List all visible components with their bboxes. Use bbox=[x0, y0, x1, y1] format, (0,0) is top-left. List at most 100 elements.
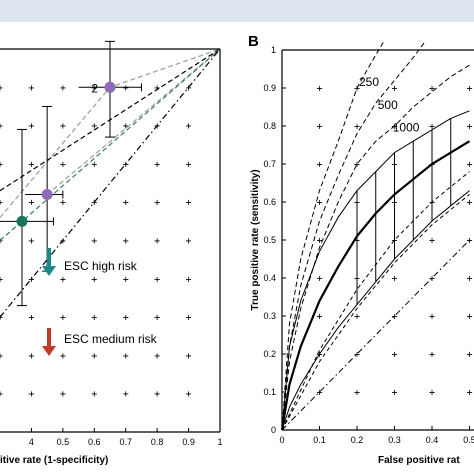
x-tick-label: 0.6 bbox=[88, 437, 101, 447]
grid-plus-marker: + bbox=[0, 159, 3, 170]
grid-plus-marker: + bbox=[154, 83, 160, 94]
y-tick-label: 0.4 bbox=[263, 273, 276, 283]
iso-curve-250 bbox=[281, 42, 384, 431]
grid-plus-marker: + bbox=[60, 313, 66, 324]
grid-plus-marker: + bbox=[186, 313, 192, 324]
y-tick-label: 0.9 bbox=[263, 83, 276, 93]
grid-plus-marker: + bbox=[466, 122, 472, 133]
grid-plus-marker: + bbox=[28, 121, 34, 132]
legend-arrow-head bbox=[42, 346, 56, 356]
grid-plus-marker: + bbox=[186, 351, 192, 362]
data-point-1 bbox=[104, 81, 116, 93]
x-tick-label: 0.7 bbox=[119, 437, 132, 447]
grid-plus-marker: + bbox=[60, 159, 66, 170]
grid-plus-marker: + bbox=[429, 122, 435, 133]
grid-plus-marker: + bbox=[60, 274, 66, 285]
grid-plus-marker: + bbox=[154, 274, 160, 285]
x-tick-label: 0 bbox=[279, 435, 284, 445]
grid-plus-marker: + bbox=[28, 274, 34, 285]
grid-plus-marker: + bbox=[0, 274, 3, 285]
point-label: 2 bbox=[91, 81, 98, 95]
grid-plus-marker: + bbox=[391, 84, 397, 95]
iso-curve-500 bbox=[281, 42, 425, 431]
grid-plus-marker: + bbox=[466, 198, 472, 209]
iso-label-250: 250 bbox=[359, 75, 379, 89]
grid-plus-marker: + bbox=[91, 121, 97, 132]
dashed-curve-2 bbox=[281, 194, 470, 431]
grid-plus-marker: + bbox=[466, 388, 472, 399]
y-axis-label: True positive rate (sensitivity) bbox=[250, 169, 261, 310]
y-tick-label: 0.8 bbox=[263, 121, 276, 131]
reference-line-5 bbox=[0, 48, 221, 318]
grid-plus-marker: + bbox=[354, 84, 360, 95]
x-axis-label: False positive rat bbox=[378, 455, 460, 466]
grid-plus-marker: + bbox=[354, 160, 360, 171]
grid-plus-marker: + bbox=[154, 121, 160, 132]
grid-plus-marker: + bbox=[316, 198, 322, 209]
legend-arrow-head bbox=[42, 266, 56, 276]
grid-plus-marker: + bbox=[429, 84, 435, 95]
grid-plus-marker: + bbox=[0, 389, 3, 400]
grid-plus-marker: + bbox=[354, 312, 360, 323]
x-tick-label: 0.4 bbox=[426, 435, 439, 445]
reference-line-4 bbox=[0, 48, 221, 241]
grid-plus-marker: + bbox=[429, 274, 435, 285]
grid-plus-marker: + bbox=[354, 122, 360, 133]
grid-plus-marker: + bbox=[429, 236, 435, 247]
y-tick-label: 0.7 bbox=[263, 159, 276, 169]
grid-plus-marker: + bbox=[91, 351, 97, 362]
grid-plus-marker: + bbox=[60, 83, 66, 94]
grid-plus-marker: + bbox=[154, 313, 160, 324]
grid-plus-marker: + bbox=[0, 198, 3, 209]
grid-plus-marker: + bbox=[316, 350, 322, 361]
y-tick-label: 0.3 bbox=[263, 311, 276, 321]
grid-plus-marker: + bbox=[0, 351, 3, 362]
grid-plus-marker: + bbox=[60, 121, 66, 132]
x-tick-label: 4 bbox=[29, 437, 34, 447]
grid-plus-marker: + bbox=[91, 313, 97, 324]
grid-plus-marker: + bbox=[316, 388, 322, 399]
reference-line-2 bbox=[46, 48, 221, 195]
grid-plus-marker: + bbox=[28, 198, 34, 209]
grid-plus-marker: + bbox=[186, 389, 192, 400]
grid-plus-marker: + bbox=[60, 198, 66, 209]
y-tick-label: 1 bbox=[271, 45, 276, 55]
grid-plus-marker: + bbox=[354, 350, 360, 361]
panel-letter-b: B bbox=[248, 33, 259, 50]
grid-plus-marker: + bbox=[123, 83, 129, 94]
y-tick-label: 0.2 bbox=[263, 349, 276, 359]
grid-plus-marker: + bbox=[123, 351, 129, 362]
grid-plus-marker: + bbox=[466, 274, 472, 285]
grid-plus-marker: + bbox=[316, 122, 322, 133]
grid-plus-marker: + bbox=[466, 312, 472, 323]
grid-plus-marker: + bbox=[429, 312, 435, 323]
legend-arrow-shaft bbox=[47, 248, 51, 266]
grid-plus-marker: + bbox=[28, 389, 34, 400]
grid-plus-marker: + bbox=[0, 121, 3, 132]
panel-a: + + + + + + + + + + + + + + + + + + + + + + + + + + + + + + + + + + + + + + + +… bbox=[0, 40, 223, 466]
grid-plus-marker: + bbox=[429, 350, 435, 361]
x-tick-label: 0.1 bbox=[313, 435, 326, 445]
legend-label: ESC medium risk bbox=[64, 332, 158, 346]
x-tick-label: 0.2 bbox=[351, 435, 364, 445]
grid-plus-marker: + bbox=[28, 313, 34, 324]
grid-plus-marker: + bbox=[466, 236, 472, 247]
grid-plus-marker: + bbox=[354, 388, 360, 399]
iso-label-1000: 1000 bbox=[393, 121, 420, 135]
y-tick-label: 0.1 bbox=[263, 387, 276, 397]
grid-plus-marker: + bbox=[123, 198, 129, 209]
grid-plus-marker: + bbox=[186, 121, 192, 132]
x-tick-label: 1 bbox=[217, 437, 222, 447]
grid-plus-marker: + bbox=[91, 159, 97, 170]
grid-plus-marker: + bbox=[123, 159, 129, 170]
grid-plus-marker: + bbox=[91, 274, 97, 285]
grid-plus-marker: + bbox=[91, 83, 97, 94]
header-strip bbox=[0, 0, 474, 22]
y-tick-label: 0.6 bbox=[263, 197, 276, 207]
grid-plus-marker: + bbox=[391, 350, 397, 361]
grid-plus-marker: + bbox=[154, 198, 160, 209]
grid-plus-marker: + bbox=[28, 236, 34, 247]
grid-plus-marker: + bbox=[123, 236, 129, 247]
grid-plus-marker: + bbox=[0, 236, 3, 247]
grid-plus-marker: + bbox=[391, 274, 397, 285]
